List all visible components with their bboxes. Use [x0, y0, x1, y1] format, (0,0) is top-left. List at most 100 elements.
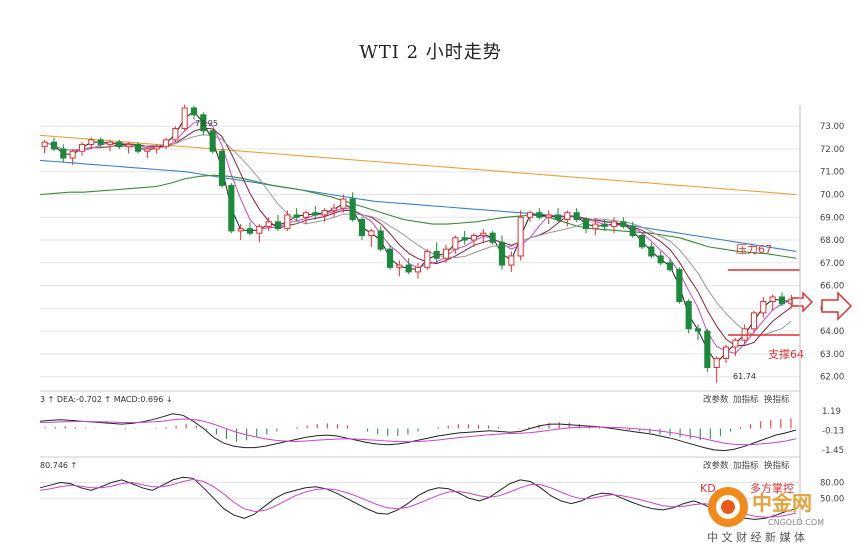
candle-body [414, 266, 422, 273]
candle-body [536, 212, 543, 218]
candle-body [284, 214, 291, 230]
y-tick-label: 64.00 [820, 327, 844, 337]
candle-body [573, 212, 580, 221]
macd-switch-indicator-button[interactable]: 换指标 [764, 394, 790, 405]
watermark-tagline: 中 文 财 经 新 媒 体 [707, 530, 805, 544]
candle-body [704, 330, 711, 369]
grid [40, 125, 800, 378]
candle-body [732, 339, 739, 348]
short-ma-line-1 [44, 119, 792, 354]
ma-line-2 [39, 174, 797, 259]
kdj-switch-indicator-button[interactable]: 换指标 [764, 460, 790, 471]
candle-body [134, 143, 142, 152]
candle-body [508, 255, 515, 266]
candle-body [713, 357, 720, 369]
arrow-icon-large [821, 291, 853, 321]
candle-body [237, 228, 244, 232]
candle-body [461, 237, 468, 241]
price-axis: 73.00 72.00 71.00 70.00 69.00 68.00 67.00 66.00… [820, 122, 844, 382]
macd-header: 3 ↑ DEA:-0.702 ↑ MACD:0.696 ↓ [40, 395, 173, 404]
candle-body [442, 248, 450, 259]
candle-body [209, 130, 216, 152]
candle-body [340, 198, 347, 209]
macd-add-indicator-button[interactable]: 加指标 [733, 394, 759, 405]
high-marker: 73.95 [195, 119, 218, 128]
candle-body [60, 148, 67, 159]
kdj-edit-params-button[interactable]: 改参数 [703, 460, 729, 471]
candle-body [750, 312, 758, 330]
y-tick-label: 66.00 [820, 282, 844, 292]
kdj-add-indicator-button[interactable]: 加指标 [733, 460, 759, 471]
candle-body [246, 228, 254, 234]
candle-body [760, 300, 767, 314]
y-tick-label: 68.00 [820, 236, 844, 246]
macd-edit-params-button[interactable]: 改参数 [703, 394, 729, 405]
candle-body [545, 214, 552, 218]
candle-body [41, 141, 48, 148]
support-label: 支撑64 [768, 347, 804, 361]
kdj-overlay-text-2: 多方掌控 [750, 481, 794, 495]
chart-title: WTI 2 小时走势 [359, 42, 502, 63]
candle-body [648, 246, 655, 257]
candle-body [302, 212, 310, 218]
kdj-d-line [39, 478, 797, 518]
short-ma-line-3 [44, 134, 792, 336]
low-marker: 61.74 [733, 372, 756, 381]
watermark-brand: 中金网 [752, 491, 812, 515]
candle-body [610, 221, 618, 227]
candle-body [321, 209, 328, 216]
candle-body [69, 150, 76, 159]
candle-body [368, 230, 375, 236]
y-tick-label: 73.00 [820, 122, 844, 132]
candle-body [629, 225, 636, 236]
candle-body [172, 127, 179, 141]
candle-body [489, 232, 496, 243]
candle-body [50, 141, 58, 150]
macd-y-tick-label: 1.19 [822, 407, 841, 417]
candle-body [526, 212, 534, 218]
candle-body [125, 143, 132, 148]
arrow-icon-small [791, 291, 814, 313]
ma-line-0 [39, 134, 797, 196]
candle-body [265, 221, 272, 227]
candle-body [162, 139, 170, 148]
candle-body [144, 148, 151, 152]
candle-body [106, 141, 114, 145]
macd-panel: 1.19 -0.13 -1.45 [39, 407, 844, 456]
kdj-y-tick-label: 80.00 [820, 479, 844, 489]
y-tick-label: 69.00 [820, 213, 844, 223]
y-tick-label: 62.00 [820, 373, 844, 383]
candle-body [116, 141, 123, 148]
candle-body [676, 269, 683, 302]
candle-body [396, 264, 403, 268]
kdj-overlay-text: KD [700, 482, 716, 495]
macd-y-tick-label: -1.45 [822, 446, 844, 456]
kdj-y-tick-label: 50.00 [820, 494, 844, 504]
candle-body [97, 139, 104, 145]
candle-body [256, 225, 263, 234]
candle-body [358, 219, 366, 236]
candle-body [274, 221, 282, 230]
candle-body [218, 150, 226, 186]
candle-body [190, 107, 198, 116]
candle-body [330, 207, 338, 211]
candle-body [498, 241, 506, 266]
candle-body [722, 346, 730, 359]
candle-body [620, 221, 627, 227]
candle-body [377, 230, 384, 250]
macd-dif-line [39, 413, 797, 452]
candle-body [694, 328, 702, 332]
candle-body [769, 296, 776, 302]
candle-body [433, 250, 440, 259]
y-tick-label: 63.00 [820, 350, 844, 360]
resistance-label: 压力67 [736, 243, 772, 256]
ma-line-1 [39, 159, 797, 252]
candle-body [424, 250, 431, 268]
candle-body [657, 255, 664, 264]
macd-dea-line [39, 418, 797, 446]
candle-body [181, 107, 188, 129]
candle-body [349, 198, 356, 221]
candle-body [78, 143, 86, 152]
candle-body [480, 232, 487, 236]
